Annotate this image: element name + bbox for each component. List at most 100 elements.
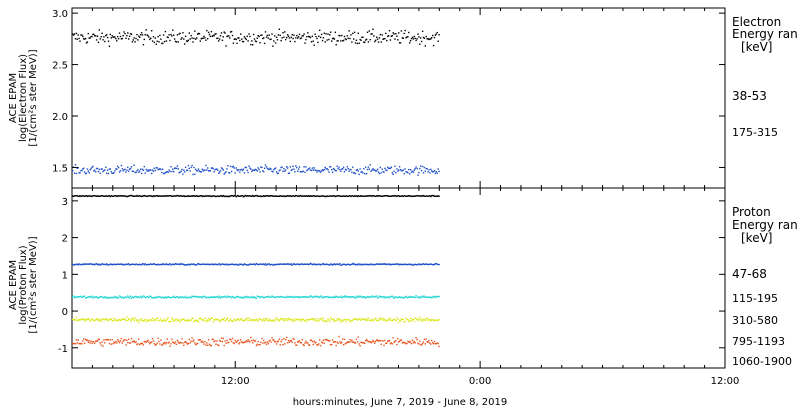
electron-data-point	[216, 168, 218, 170]
proton-data-point	[237, 296, 239, 298]
electron-data-point	[397, 39, 399, 41]
proton-data-point	[178, 319, 180, 321]
electron-data-point	[96, 35, 99, 37]
electron-y-label-line-2: log(Electron Flux)	[18, 54, 29, 142]
proton-data-point	[210, 263, 213, 265]
proton-data-point	[313, 195, 315, 197]
electron-data-point	[141, 168, 144, 171]
electron-data-point	[358, 173, 360, 176]
proton-data-point	[211, 296, 213, 299]
proton-data-point	[306, 195, 308, 197]
electron-data-point	[120, 38, 123, 40]
proton-data-point	[419, 195, 421, 197]
proton-data-point	[168, 341, 170, 343]
proton-data-point	[379, 263, 381, 265]
proton-data-point	[156, 342, 158, 344]
proton-legend-title-3: [keV]	[741, 231, 772, 245]
proton-data-point	[139, 263, 141, 265]
proton-data-point	[420, 296, 423, 298]
proton-data-point	[237, 318, 239, 321]
proton-data-point	[413, 195, 415, 197]
proton-data-point	[299, 263, 302, 265]
proton-data-point	[357, 263, 359, 265]
proton-data-point	[178, 342, 180, 344]
electron-data-point	[179, 171, 181, 173]
proton-data-point	[89, 263, 91, 265]
proton-data-point	[175, 343, 178, 345]
proton-data-point	[154, 319, 156, 321]
proton-data-point	[107, 264, 110, 266]
electron-data-point	[134, 41, 136, 43]
proton-data-point	[192, 295, 194, 298]
proton-data-point	[433, 319, 436, 321]
proton-data-point	[266, 317, 269, 320]
electron-data-point	[156, 40, 158, 42]
proton-data-point	[222, 296, 224, 298]
proton-data-point	[423, 263, 426, 266]
proton-data-point	[90, 296, 92, 299]
electron-data-point	[95, 39, 98, 41]
proton-data-point	[122, 318, 124, 320]
proton-data-point	[366, 195, 369, 197]
proton-data-point	[227, 195, 229, 197]
electron-data-point	[284, 31, 286, 33]
proton-data-point	[162, 263, 165, 265]
electron-data-point	[149, 169, 151, 171]
proton-data-point	[301, 296, 303, 298]
proton-data-point	[398, 321, 400, 324]
proton-data-point	[394, 195, 396, 197]
electron-data-point	[72, 33, 74, 35]
proton-data-point	[289, 195, 291, 197]
electron-data-point	[274, 168, 276, 170]
proton-data-point	[322, 195, 325, 197]
proton-data-point	[117, 297, 119, 299]
proton-data-point	[141, 195, 144, 197]
electron-data-point	[155, 43, 157, 45]
proton-data-point	[97, 297, 100, 299]
proton-data-point	[269, 339, 271, 341]
proton-data-point	[193, 320, 195, 323]
proton-data-point	[389, 263, 392, 265]
electron-data-point	[402, 169, 404, 171]
electron-data-point	[325, 33, 327, 35]
proton-data-point	[147, 320, 149, 322]
electron-data-point	[231, 166, 234, 168]
proton-data-point	[177, 320, 179, 322]
electron-data-point	[282, 32, 284, 34]
proton-data-point	[387, 319, 389, 321]
proton-data-point	[270, 195, 272, 197]
proton-data-point	[184, 195, 187, 197]
electron-data-point	[415, 166, 417, 168]
proton-data-point	[405, 343, 407, 345]
electron-data-point	[95, 35, 97, 37]
proton-data-point	[385, 297, 387, 299]
proton-data-point	[316, 263, 318, 266]
proton-data-point	[409, 317, 412, 320]
proton-data-point	[74, 318, 77, 321]
electron-data-point	[115, 168, 117, 170]
proton-data-point	[432, 264, 434, 266]
proton-data-point	[342, 195, 345, 197]
proton-data-point	[212, 264, 214, 266]
proton-data-point	[236, 318, 238, 321]
proton-data-point	[277, 263, 280, 265]
electron-legend-title-1: Electron	[732, 15, 781, 29]
proton-data-point	[350, 320, 352, 322]
proton-data-point	[258, 263, 260, 266]
proton-data-point	[353, 263, 355, 265]
proton-data-point	[72, 318, 75, 321]
proton-data-point	[285, 339, 287, 341]
proton-data-point	[333, 263, 336, 265]
electron-data-point	[151, 30, 153, 32]
electron-data-point	[210, 167, 213, 169]
electron-data-point	[206, 169, 208, 171]
electron-data-point	[83, 171, 86, 173]
electron-data-point	[280, 166, 282, 169]
electron-data-point	[368, 168, 370, 170]
electron-points	[72, 28, 440, 176]
proton-data-point	[296, 318, 298, 321]
proton-data-point	[105, 339, 107, 341]
proton-data-point	[128, 296, 130, 298]
proton-data-point	[179, 195, 181, 197]
proton-data-point	[190, 340, 192, 342]
